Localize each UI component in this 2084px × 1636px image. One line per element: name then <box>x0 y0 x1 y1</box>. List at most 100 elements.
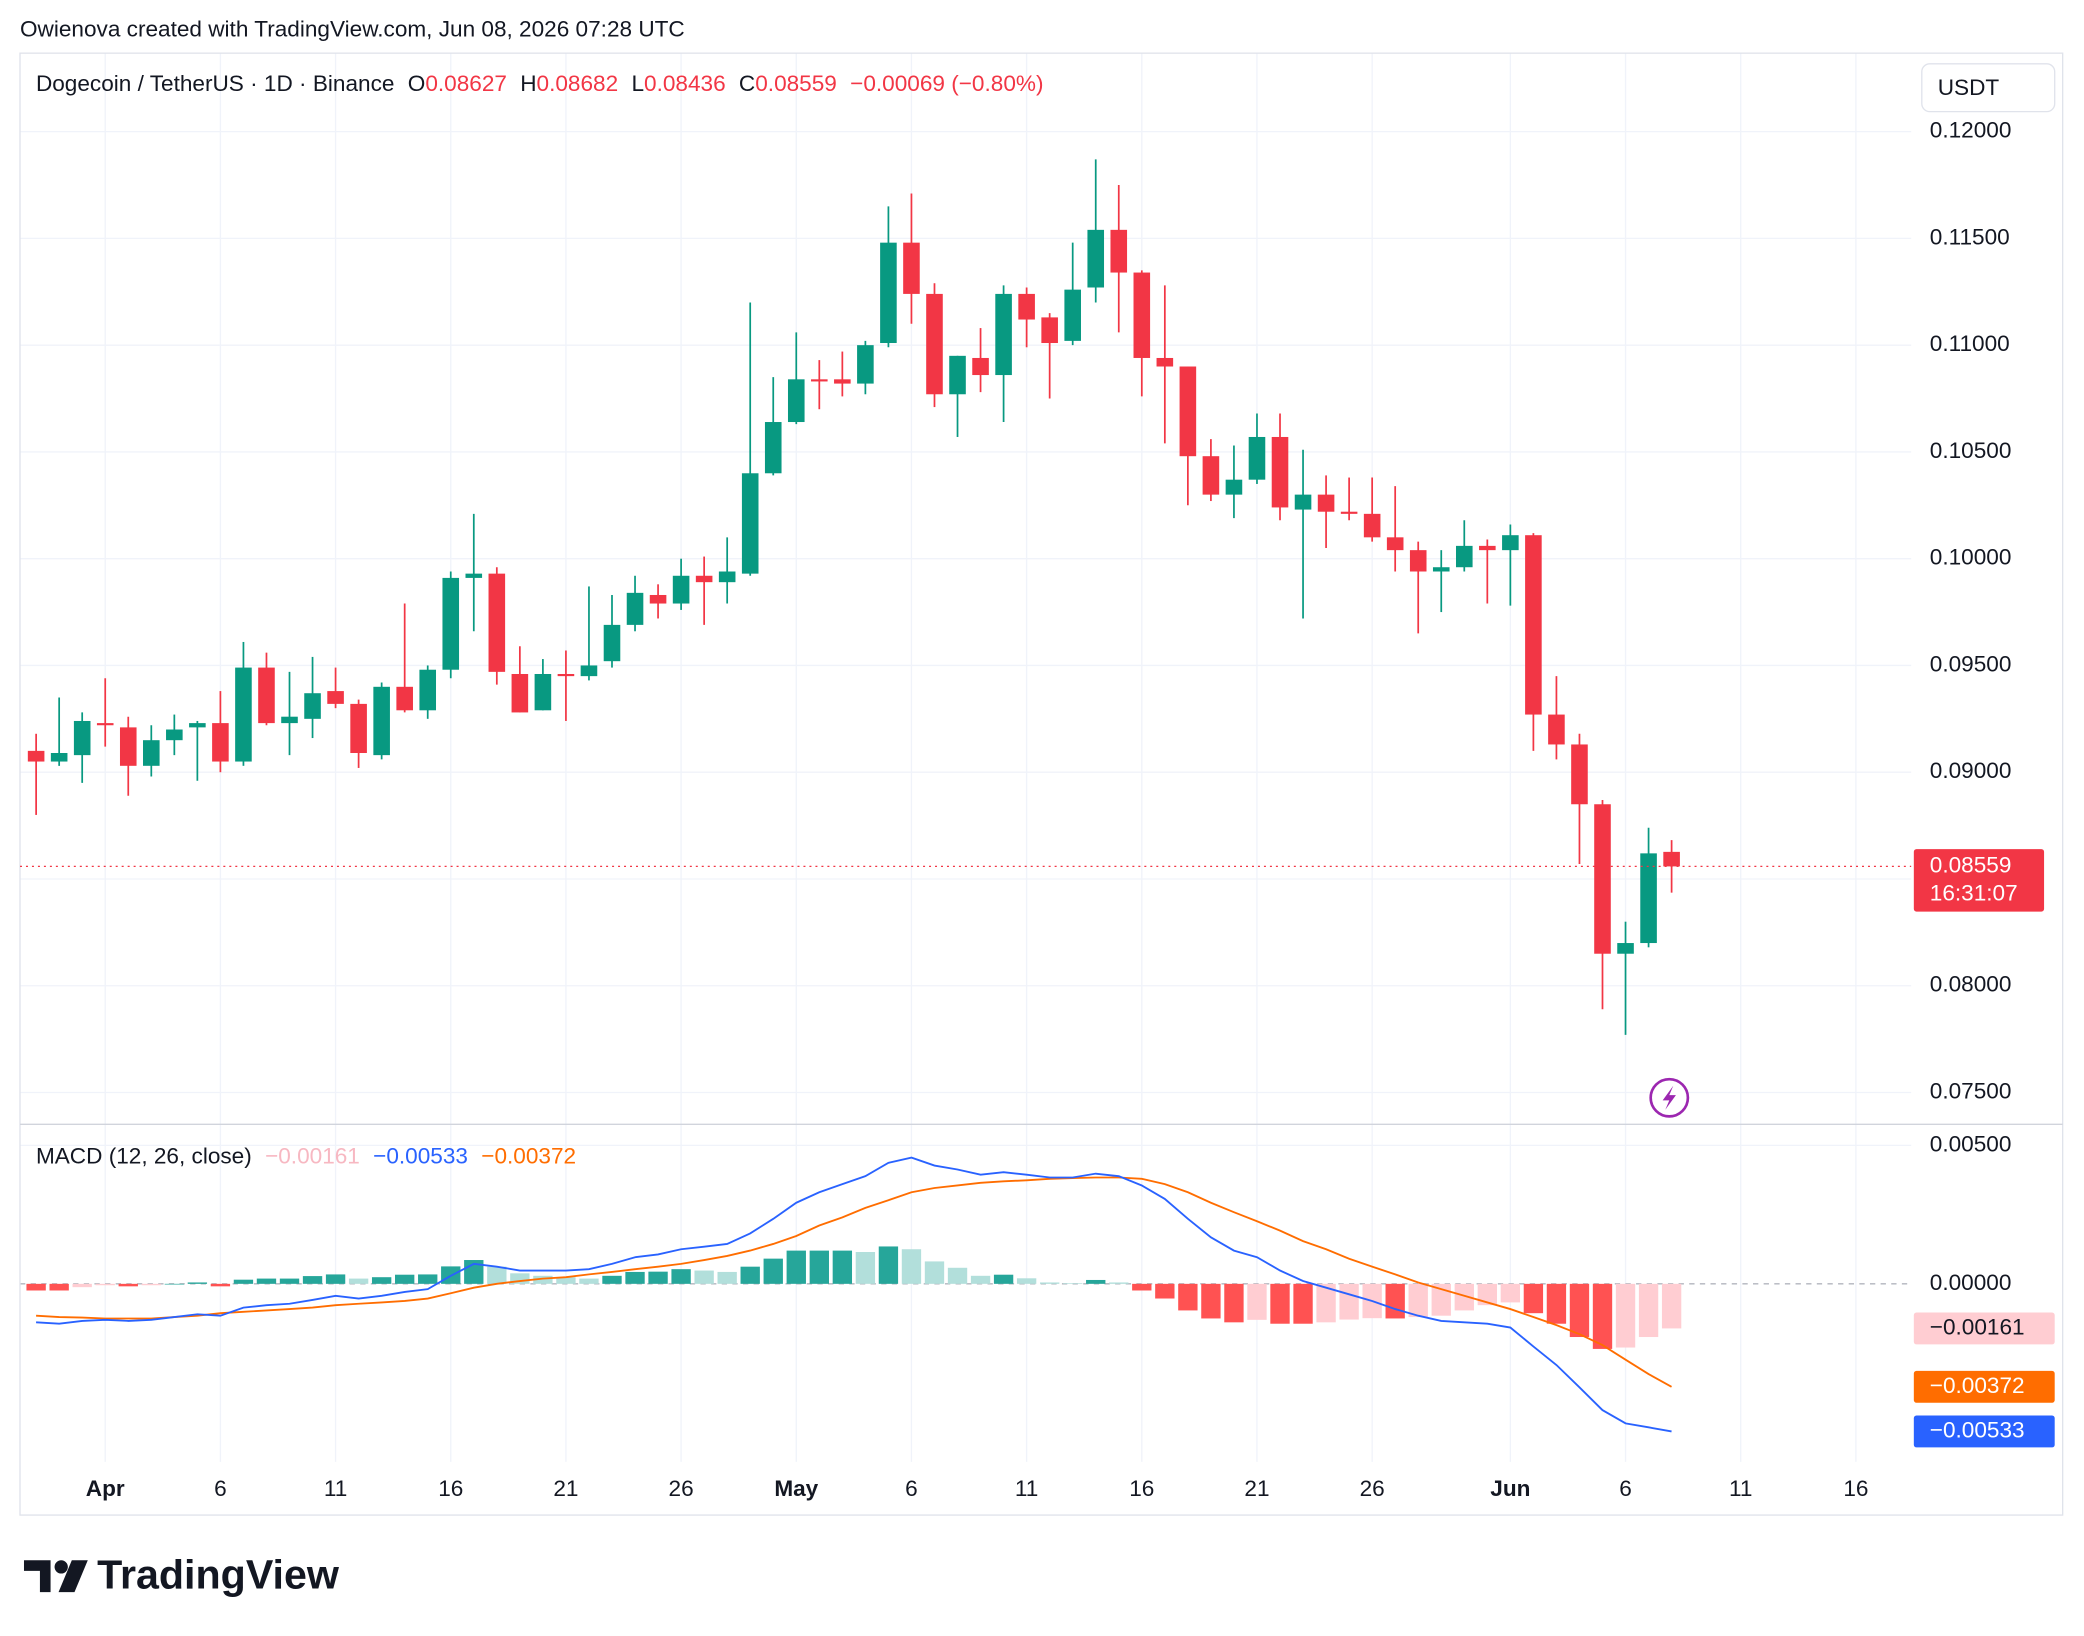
ohlc-value: 0.08682 <box>537 71 619 96</box>
histogram-bar <box>1454 1283 1474 1311</box>
histogram-bar <box>1016 1278 1037 1284</box>
histogram-bar <box>1408 1283 1428 1318</box>
last-price-box <box>1913 849 2045 912</box>
candle-body <box>626 592 644 625</box>
candle-body <box>419 669 437 711</box>
event-bolt[interactable] <box>1662 1085 1676 1110</box>
x-tick-label: May <box>774 1476 818 1501</box>
candle-body <box>442 577 460 670</box>
x-tick-label: 11 <box>324 1476 347 1501</box>
histogram-bar <box>141 1283 161 1286</box>
candle-body <box>1179 366 1197 457</box>
y-tick-label: 0.09000 <box>1930 758 2012 783</box>
histogram-bar <box>1155 1283 1175 1299</box>
y-tick-label: 0.00000 <box>1930 1270 2012 1295</box>
candle-body <box>73 720 91 756</box>
logo-mark <box>58 1560 88 1593</box>
histogram-bar <box>187 1282 208 1284</box>
ohlc-letter: L <box>631 71 644 96</box>
histogram-bar <box>1592 1283 1613 1349</box>
change: −0.00069 (−0.80%) <box>850 71 1043 96</box>
y-tick-label: 0.08000 <box>1930 972 2012 997</box>
histogram-bar <box>1086 1279 1106 1284</box>
candle-body <box>119 727 137 766</box>
ohlc-value: 0.08559 <box>755 71 837 96</box>
candle-body <box>1363 513 1381 538</box>
candle-body <box>995 293 1012 376</box>
histogram-bar <box>1638 1283 1659 1338</box>
candle-body <box>672 575 690 604</box>
x-tick-label: Jun <box>1490 1476 1530 1501</box>
candle-body <box>880 242 897 344</box>
logo-text: TradingView <box>97 1551 340 1597</box>
candle-body <box>787 379 805 423</box>
ohlc-letter: C <box>739 71 755 96</box>
x-tick-label: 16 <box>1843 1476 1868 1501</box>
macd-legend-value: −0.00533 <box>373 1144 468 1169</box>
histogram-bar <box>970 1275 991 1284</box>
candle-body <box>949 355 966 395</box>
candle-body <box>27 750 45 762</box>
candle-body <box>1455 545 1473 568</box>
candle-body <box>1571 744 1588 805</box>
histogram-bar <box>717 1271 737 1284</box>
candle-body <box>1110 229 1128 273</box>
histogram-bar <box>325 1274 346 1284</box>
event-icon[interactable] <box>1649 1077 1690 1118</box>
histogram-bar <box>1661 1283 1682 1329</box>
x-tick-label: 26 <box>1360 1476 1385 1501</box>
histogram-bar <box>533 1275 553 1284</box>
histogram-bar <box>602 1275 622 1284</box>
candle-body <box>50 753 68 762</box>
grid-layer <box>19 53 1912 1462</box>
histogram-bar <box>302 1276 323 1284</box>
histogram-bar <box>1201 1283 1221 1319</box>
candle-body <box>1548 714 1565 745</box>
frame <box>19 52 2064 1516</box>
histogram-bar <box>1293 1283 1313 1324</box>
histogram-bar <box>832 1250 853 1284</box>
candle-body <box>1041 317 1058 344</box>
symbol: Dogecoin / TetherUS · 1D · Binance <box>36 71 395 96</box>
ohlc-value: 0.08436 <box>644 71 726 96</box>
histogram-bar <box>418 1274 438 1284</box>
candle-body <box>580 665 598 677</box>
x-tick-label: 21 <box>1244 1476 1269 1501</box>
histogram-bar <box>256 1278 277 1284</box>
candle-body <box>1064 289 1081 341</box>
candle-body <box>304 693 321 719</box>
x-tick-label: 11 <box>1729 1476 1752 1501</box>
ohlc-letter: H <box>520 71 536 96</box>
candle-body <box>834 379 851 384</box>
histogram-bar <box>648 1271 668 1284</box>
histogram-bar <box>947 1267 968 1284</box>
histogram-bar <box>1339 1283 1359 1320</box>
histogram-bar <box>763 1258 783 1284</box>
currency[interactable]: USDT <box>1938 75 2000 100</box>
histogram-bar <box>72 1283 92 1288</box>
candle-body <box>212 723 229 762</box>
histogram-bar <box>556 1277 576 1284</box>
candle-body <box>1018 293 1035 320</box>
candle-body <box>327 691 344 704</box>
candle-body <box>166 729 183 741</box>
histogram-bar <box>855 1251 876 1284</box>
candle-body <box>1409 550 1427 572</box>
y-tick-label: 0.07500 <box>1930 1078 2012 1103</box>
histogram-bar <box>348 1278 369 1284</box>
histogram-bar <box>924 1261 945 1284</box>
histogram-bar <box>95 1283 115 1286</box>
y-tick-label: 0.11000 <box>1930 331 2010 356</box>
ohlc-letter: O <box>408 71 426 96</box>
logo: TradingView <box>23 1551 340 1597</box>
currency-button[interactable] <box>1921 63 2056 113</box>
signal-line <box>36 1176 1672 1388</box>
candle-body <box>764 422 782 474</box>
macd-value-box <box>1913 1415 2055 1448</box>
candle-body <box>396 686 413 711</box>
candle-body <box>1594 804 1611 954</box>
logo-dot <box>54 1560 68 1574</box>
candle-body <box>1156 357 1174 367</box>
signal-legend-value: −0.00372 <box>481 1144 576 1169</box>
